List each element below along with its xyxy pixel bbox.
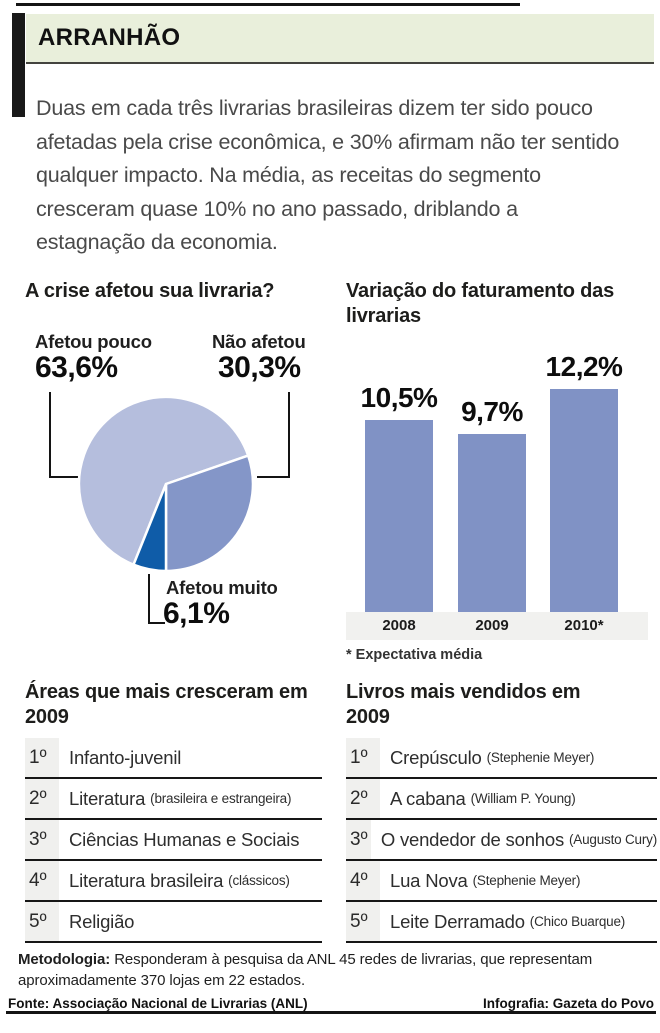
item-label: Literatura brasileira: [69, 869, 224, 891]
item-detail: (clássicos): [228, 873, 290, 888]
item-label: Crepúsculo: [390, 746, 482, 768]
rank-badge: 4º: [25, 861, 59, 900]
pie-value-afetou-pouco: 63,6%: [35, 351, 118, 384]
pie-chart: [77, 395, 255, 573]
rank-badge: 2º: [346, 779, 380, 818]
pie-callout-line-bottom: [148, 574, 165, 624]
bar-axis-band: 2008 2009 2010*: [346, 612, 648, 640]
rank-badge: 1º: [25, 738, 59, 777]
title-marker-bar: [12, 13, 25, 117]
bar-value-2008: 10,5%: [360, 382, 438, 413]
methodology-note: Metodologia: Responderam à pesquisa da A…: [18, 950, 648, 991]
bar-2008: [365, 420, 433, 612]
item-detail: (Stephenie Meyer): [472, 873, 581, 888]
item-label: Religião: [69, 910, 135, 932]
list-item: 4º Lua Nova (Stephenie Meyer): [346, 861, 657, 902]
bar-value-2009: 9,7%: [461, 396, 523, 427]
bar-value-2010: 12,2%: [545, 351, 623, 382]
pie-label-afetou-muito: Afetou muito: [166, 577, 278, 598]
page-title: ARRANHÃO: [38, 24, 181, 51]
item-detail: (Chico Buarque): [529, 914, 626, 929]
pie-value-afetou-muito: 6,1%: [163, 597, 230, 630]
item-label: Infanto-juvenil: [69, 746, 182, 768]
item-label: Lua Nova: [390, 869, 468, 891]
item-label: O vendedor de sonhos: [380, 828, 565, 850]
axis-label-2010: 2010*: [564, 617, 604, 634]
list-item: 5º Leite Derramado (Chico Buarque): [346, 902, 657, 943]
intro-paragraph: Duas em cada três livrarias brasileiras …: [36, 96, 620, 254]
bar-2009: [458, 434, 526, 612]
methodology-label: Metodologia:: [18, 951, 111, 968]
rank-badge: 3º: [346, 820, 371, 859]
list-item: 3º O vendedor de sonhos (Augusto Cury): [346, 820, 657, 861]
item-label: Leite Derramado: [390, 910, 525, 932]
bar-group-2008: 10,5%: [353, 382, 445, 612]
item-label: Literatura: [69, 787, 146, 809]
list-item: 5º Religião: [25, 902, 322, 943]
item-detail: (brasileira e estrangeira): [150, 791, 292, 806]
areas-list-title: Áreas que mais cresceram em 2009: [25, 681, 308, 728]
item-detail: (Augusto Cury): [569, 832, 657, 847]
axis-label-2009: 2009: [475, 617, 509, 634]
bar-group-2009: 9,7%: [446, 396, 538, 612]
bar-group-2010: 12,2%: [538, 351, 630, 612]
title-band: ARRANHÃO: [26, 14, 654, 64]
rank-badge: 3º: [25, 820, 59, 859]
item-detail: (Stephenie Meyer): [486, 750, 595, 765]
bar-2010: [550, 389, 618, 612]
livros-list: 1º Crepúsculo (Stephenie Meyer) 2º A cab…: [346, 738, 657, 943]
list-item: 4º Literatura brasileira (clássicos): [25, 861, 322, 902]
pie-label-afetou-pouco: Afetou pouco: [35, 331, 152, 352]
bottom-rule: [6, 1011, 656, 1014]
item-label: A cabana: [390, 787, 466, 809]
pie-value-nao-afetou: 30,3%: [218, 351, 301, 384]
pie-slice-afetou-muito: [132, 482, 168, 573]
rank-badge: 5º: [346, 902, 380, 941]
rank-badge: 1º: [346, 738, 380, 777]
rank-badge: 2º: [25, 779, 59, 818]
list-item: 1º Crepúsculo (Stephenie Meyer): [346, 738, 657, 779]
methodology-text: Responderam à pesquisa da ANL 45 redes d…: [18, 951, 593, 989]
pie-label-nao-afetou: Não afetou: [212, 331, 306, 352]
livros-list-title: Livros mais vendidos em 2009: [346, 681, 581, 728]
pie-callout-line-left: [49, 392, 78, 478]
pie-callout-line-right: [257, 392, 290, 478]
list-item: 2º Literatura (brasileira e estrangeira): [25, 779, 322, 820]
source-credit: Fonte: Associação Nacional de Livrarias …: [8, 996, 308, 1011]
axis-label-2008: 2008: [382, 617, 416, 634]
list-item: 3º Ciências Humanas e Sociais: [25, 820, 322, 861]
list-item: 2º A cabana (William P. Young): [346, 779, 657, 820]
pie-chart-title: A crise afetou sua livraria?: [25, 280, 275, 302]
pie-slice-nao-afetou: [164, 454, 255, 573]
item-detail: (William P. Young): [470, 791, 576, 806]
pie-slice-afetou-pouco: [77, 395, 250, 566]
bar-chart-footnote: * Expectativa média: [346, 647, 483, 663]
rank-badge: 5º: [25, 902, 59, 941]
rank-badge: 4º: [346, 861, 380, 900]
top-rule: [16, 3, 520, 6]
list-item: 1º Infanto-juvenil: [25, 738, 322, 779]
areas-list: 1º Infanto-juvenil 2º Literatura (brasil…: [25, 738, 322, 943]
item-label: Ciências Humanas e Sociais: [69, 828, 300, 850]
bar-chart-title: Variação do faturamento das livrarias: [346, 280, 615, 327]
infographic-credit: Infografia: Gazeta do Povo: [482, 996, 654, 1011]
